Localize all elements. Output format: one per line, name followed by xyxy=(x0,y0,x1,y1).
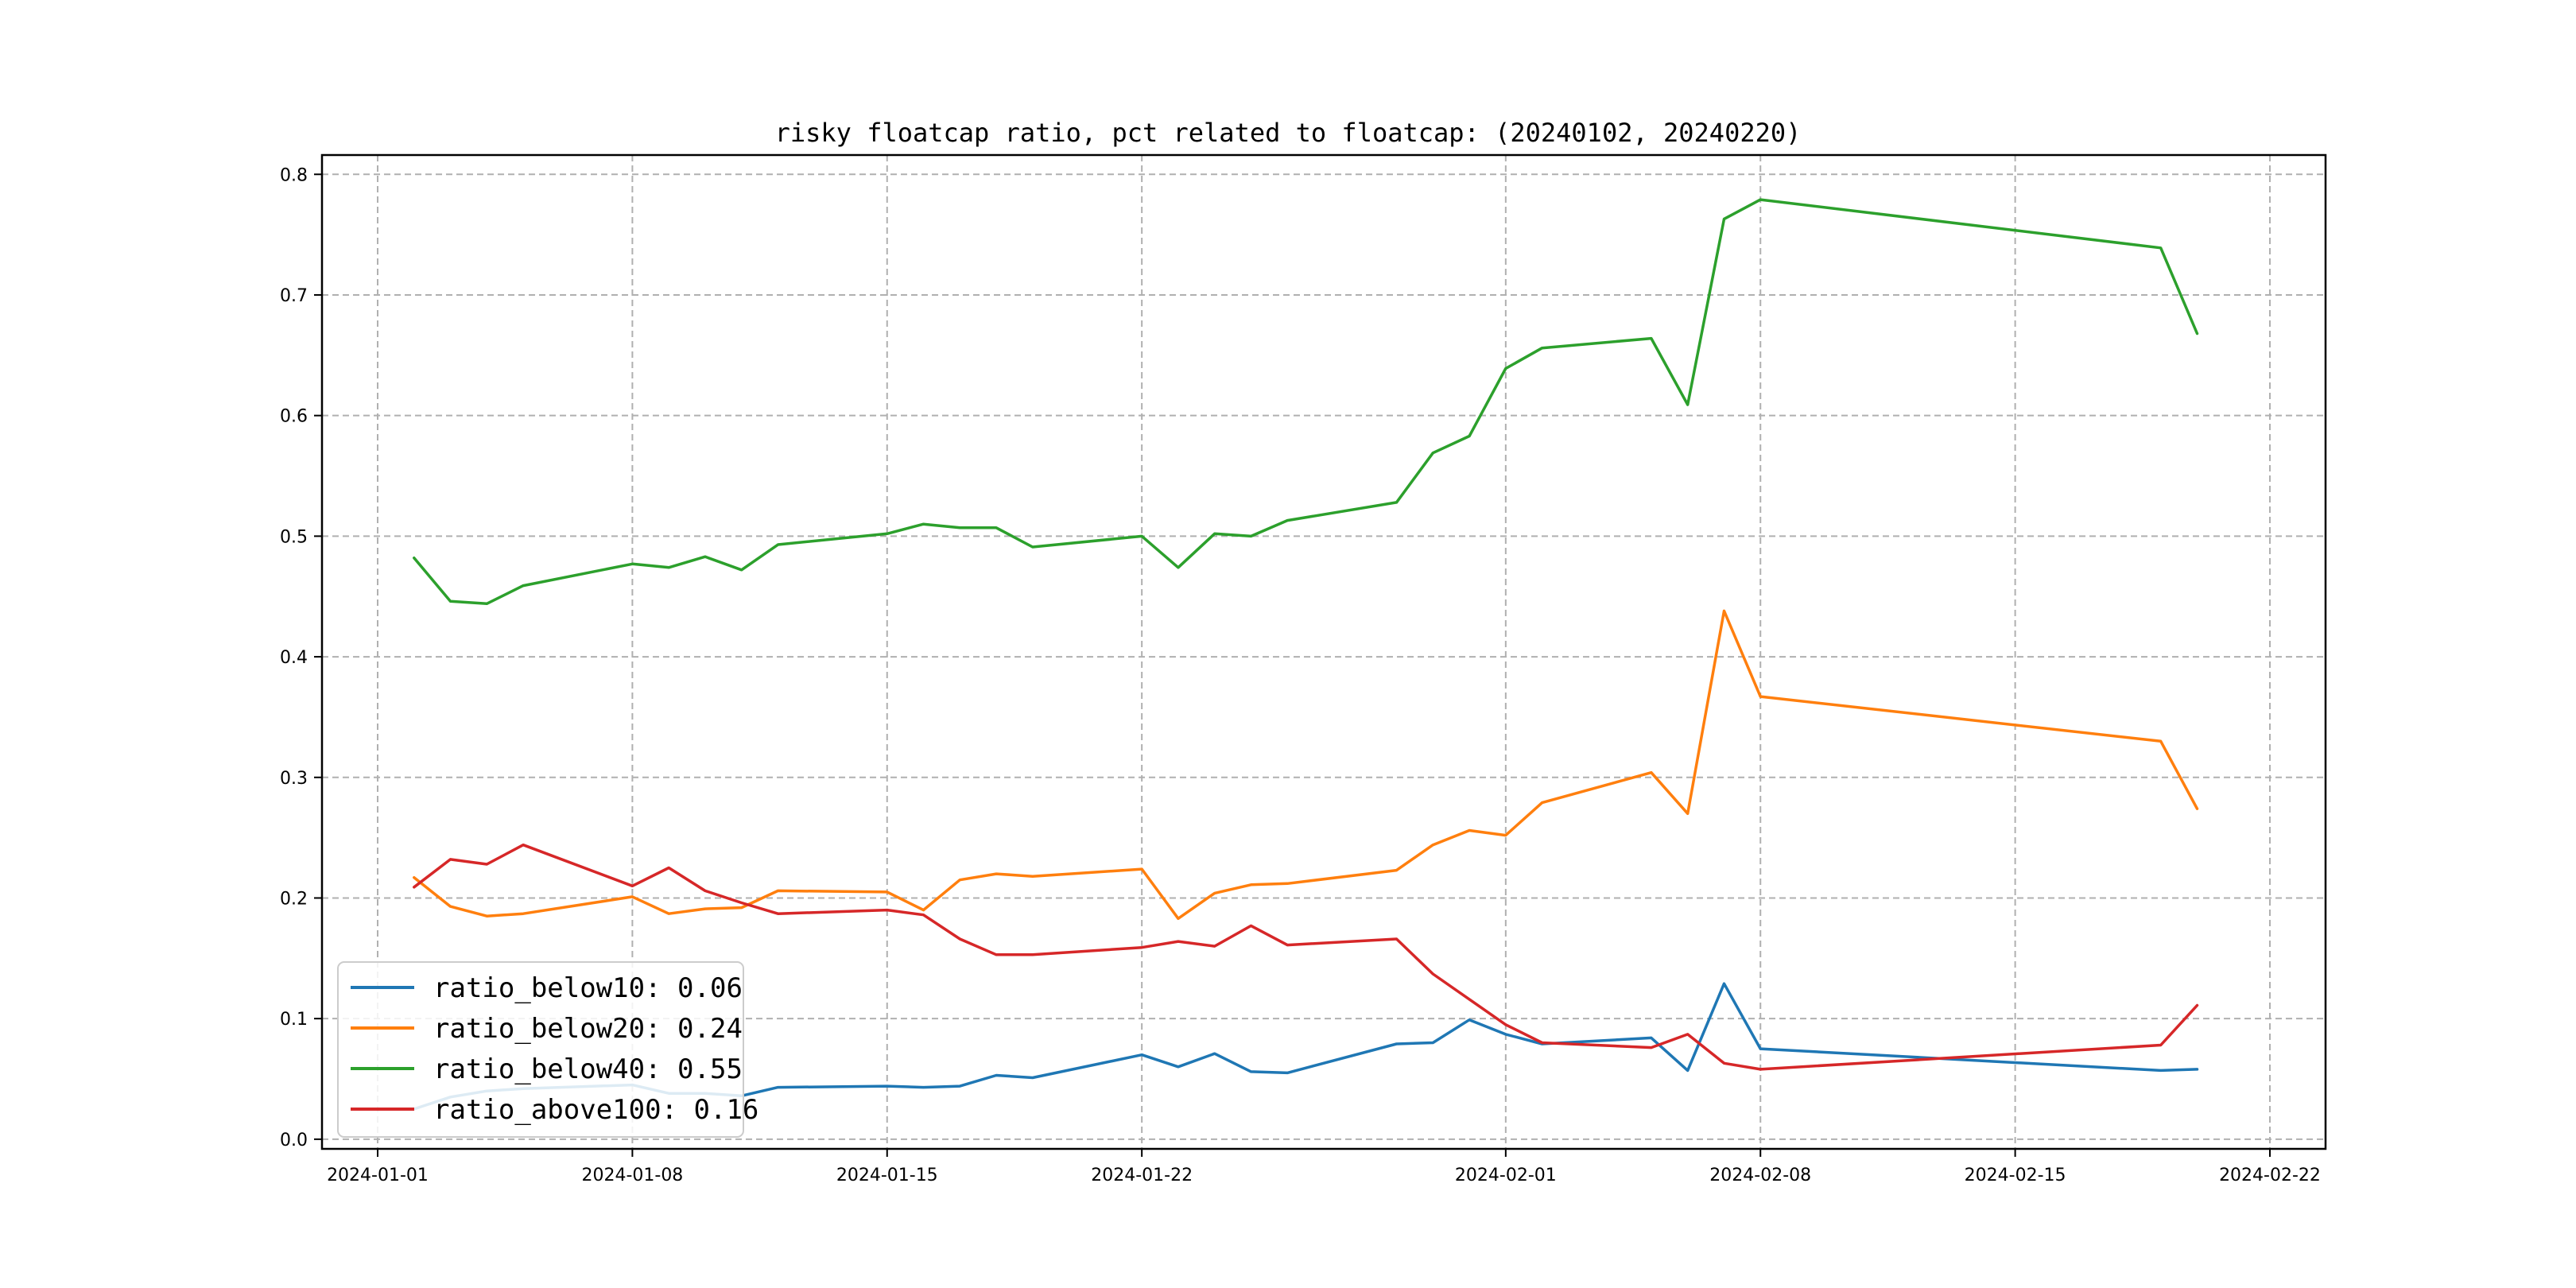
y-tick-label: 0.6 xyxy=(280,407,308,427)
y-tick-label: 0.1 xyxy=(280,1010,308,1030)
grid xyxy=(322,155,2326,1149)
y-tick-label: 0.0 xyxy=(280,1131,308,1150)
x-tick-label: 2024-02-15 xyxy=(1965,1166,2066,1185)
y-tick-label: 0.4 xyxy=(280,648,308,668)
series-group xyxy=(413,198,2199,1111)
x-tick-label: 2024-01-08 xyxy=(581,1166,683,1185)
series-line-4 xyxy=(413,843,2199,1071)
x-tick-label: 2024-01-22 xyxy=(1091,1166,1193,1185)
axes: 2024-01-01 2024-01-08 2024-01-15 2024-01-22… xyxy=(280,165,2321,1185)
x-tick-label: 2024-01-01 xyxy=(327,1166,429,1185)
legend-box xyxy=(337,961,744,1138)
x-tick-label: 2024-01-15 xyxy=(836,1166,938,1185)
y-tick-label: 0.2 xyxy=(280,889,308,909)
legend-label: ratio_below20: 0.24 xyxy=(433,1013,743,1045)
legend-label: ratio_above100: 0.16 xyxy=(433,1094,758,1126)
x-tick-label: 2024-02-01 xyxy=(1455,1166,1557,1185)
y-tick-label: 0.5 xyxy=(280,527,308,547)
chart-title: risky floatcap ratio, pct related to flo… xyxy=(775,118,1802,148)
series-line-2 xyxy=(413,609,2199,921)
y-tick-label: 0.7 xyxy=(280,286,308,306)
x-tick-label: 2024-02-22 xyxy=(2219,1166,2321,1185)
y-tick-label: 0.8 xyxy=(280,165,308,185)
plot-area-frame xyxy=(320,153,2327,1150)
legend-label: ratio_below10: 0.06 xyxy=(433,972,743,1004)
y-tick-label: 0.3 xyxy=(280,769,308,789)
x-tick-label: 2024-02-08 xyxy=(1709,1166,1811,1185)
legend: ratio_below10: 0.06 ratio_below20: 0.24 ra… xyxy=(337,961,758,1138)
legend-label: ratio_below40: 0.55 xyxy=(433,1053,743,1085)
series-line-3 xyxy=(413,198,2199,606)
